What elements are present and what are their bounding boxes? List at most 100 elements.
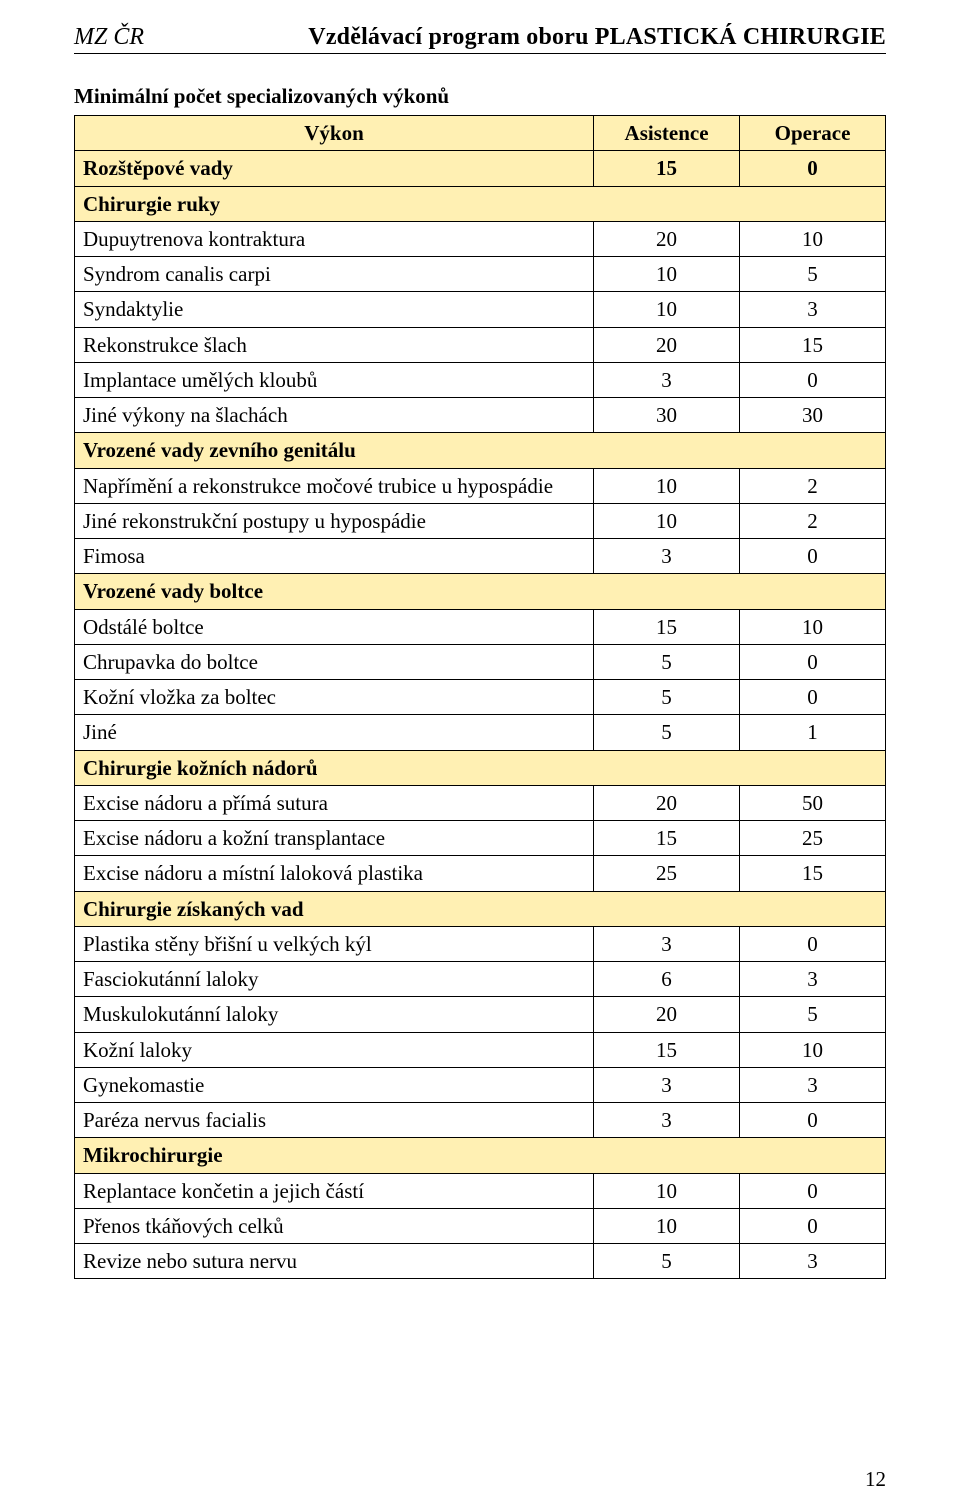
table-row: Mikrochirurgie <box>75 1138 886 1173</box>
header-right: Vzdělávací program oboru PLASTICKÁ CHIRU… <box>308 24 886 51</box>
label-cell: Jiné <box>75 715 594 750</box>
operace-cell: 10 <box>740 221 886 256</box>
table-row: Revize nebo sutura nervu53 <box>75 1244 886 1279</box>
asistence-cell: 30 <box>594 398 740 433</box>
label-cell: Excise nádoru a kožní transplantace <box>75 821 594 856</box>
label-cell: Excise nádoru a místní laloková plastika <box>75 856 594 891</box>
operace-cell: 10 <box>740 609 886 644</box>
label-cell: Dupuytrenova kontraktura <box>75 221 594 256</box>
operace-cell: 2 <box>740 503 886 538</box>
operace-cell: 3 <box>740 962 886 997</box>
table-row: Paréza nervus facialis30 <box>75 1103 886 1138</box>
table-row: Jiné rekonstrukční postupy u hypospádie1… <box>75 503 886 538</box>
table-row: Excise nádoru a místní laloková plastika… <box>75 856 886 891</box>
operace-cell: 10 <box>740 1032 886 1067</box>
table-row: Rekonstrukce šlach2015 <box>75 327 886 362</box>
asistence-cell: 10 <box>594 503 740 538</box>
operace-cell: 0 <box>740 539 886 574</box>
operace-cell: 30 <box>740 398 886 433</box>
table-head: Výkon Asistence Operace <box>75 116 886 151</box>
asistence-cell: 3 <box>594 362 740 397</box>
label-cell: Kožní vložka za boltec <box>75 680 594 715</box>
operace-cell: 0 <box>740 151 886 186</box>
table-row: Jiné51 <box>75 715 886 750</box>
operace-cell: 0 <box>740 1173 886 1208</box>
asistence-cell: 6 <box>594 962 740 997</box>
category-cell: Chirurgie ruky <box>75 186 886 221</box>
operace-cell: 1 <box>740 715 886 750</box>
label-cell: Fasciokutánní laloky <box>75 962 594 997</box>
page: MZ ČR Vzdělávací program oboru PLASTICKÁ… <box>0 0 960 1510</box>
category-cell: Mikrochirurgie <box>75 1138 886 1173</box>
operace-cell: 3 <box>740 292 886 327</box>
label-cell: Rekonstrukce šlach <box>75 327 594 362</box>
table-row: Chrupavka do boltce50 <box>75 644 886 679</box>
asistence-cell: 5 <box>594 1244 740 1279</box>
label-cell: Syndaktylie <box>75 292 594 327</box>
asistence-cell: 15 <box>594 609 740 644</box>
label-cell: Syndrom canalis carpi <box>75 257 594 292</box>
label-cell: Replantace končetin a jejich částí <box>75 1173 594 1208</box>
table-row: Muskulokutánní laloky205 <box>75 997 886 1032</box>
page-number: 12 <box>865 1467 886 1492</box>
label-cell: Napřímění a rekonstrukce močové trubice … <box>75 468 594 503</box>
operace-cell: 3 <box>740 1244 886 1279</box>
table-row: Přenos tkáňových celků100 <box>75 1208 886 1243</box>
operace-cell: 0 <box>740 680 886 715</box>
category-cell: Vrozené vady zevního genitálu <box>75 433 886 468</box>
operace-cell: 0 <box>740 1103 886 1138</box>
label-cell: Přenos tkáňových celků <box>75 1208 594 1243</box>
asistence-cell: 25 <box>594 856 740 891</box>
asistence-cell: 20 <box>594 997 740 1032</box>
label-cell: Revize nebo sutura nervu <box>75 1244 594 1279</box>
section-title: Minimální počet specializovaných výkonů <box>74 84 886 109</box>
table-row: Rozštěpové vady150 <box>75 151 886 186</box>
asistence-cell: 10 <box>594 468 740 503</box>
table-row: Replantace končetin a jejich částí100 <box>75 1173 886 1208</box>
operace-cell: 0 <box>740 926 886 961</box>
operace-cell: 0 <box>740 644 886 679</box>
header-left: MZ ČR <box>74 24 144 51</box>
asistence-cell: 10 <box>594 1173 740 1208</box>
asistence-cell: 15 <box>594 1032 740 1067</box>
asistence-cell: 20 <box>594 327 740 362</box>
label-cell: Fimosa <box>75 539 594 574</box>
table-row: Odstálé boltce1510 <box>75 609 886 644</box>
operace-cell: 50 <box>740 785 886 820</box>
table-row: Excise nádoru a kožní transplantace1525 <box>75 821 886 856</box>
category-cell: Vrozené vady boltce <box>75 574 886 609</box>
col-header-operace: Operace <box>740 116 886 151</box>
table-row: Vrozené vady boltce <box>75 574 886 609</box>
asistence-cell: 3 <box>594 1103 740 1138</box>
asistence-cell: 10 <box>594 292 740 327</box>
label-cell: Odstálé boltce <box>75 609 594 644</box>
asistence-cell: 3 <box>594 539 740 574</box>
label-cell: Plastika stěny břišní u velkých kýl <box>75 926 594 961</box>
procedures-table: Výkon Asistence Operace Rozštěpové vady1… <box>74 115 886 1279</box>
operace-cell: 5 <box>740 257 886 292</box>
operace-cell: 2 <box>740 468 886 503</box>
table-row: Excise nádoru a přímá sutura2050 <box>75 785 886 820</box>
table-row: Kožní laloky1510 <box>75 1032 886 1067</box>
operace-cell: 25 <box>740 821 886 856</box>
label-cell: Paréza nervus facialis <box>75 1103 594 1138</box>
table-row: Syndaktylie103 <box>75 292 886 327</box>
asistence-cell: 5 <box>594 644 740 679</box>
table-row: Dupuytrenova kontraktura2010 <box>75 221 886 256</box>
table-row: Syndrom canalis carpi105 <box>75 257 886 292</box>
table-row: Chirurgie získaných vad <box>75 891 886 926</box>
table-row: Chirurgie ruky <box>75 186 886 221</box>
label-cell: Jiné rekonstrukční postupy u hypospádie <box>75 503 594 538</box>
asistence-cell: 3 <box>594 926 740 961</box>
table-row: Plastika stěny břišní u velkých kýl30 <box>75 926 886 961</box>
operace-cell: 0 <box>740 1208 886 1243</box>
label-cell: Gynekomastie <box>75 1067 594 1102</box>
col-header-vykon: Výkon <box>75 116 594 151</box>
operace-cell: 15 <box>740 327 886 362</box>
label-cell: Jiné výkony na šlachách <box>75 398 594 433</box>
label-cell: Kožní laloky <box>75 1032 594 1067</box>
asistence-cell: 3 <box>594 1067 740 1102</box>
asistence-cell: 20 <box>594 221 740 256</box>
table-row: Fimosa30 <box>75 539 886 574</box>
label-cell: Implantace umělých kloubů <box>75 362 594 397</box>
